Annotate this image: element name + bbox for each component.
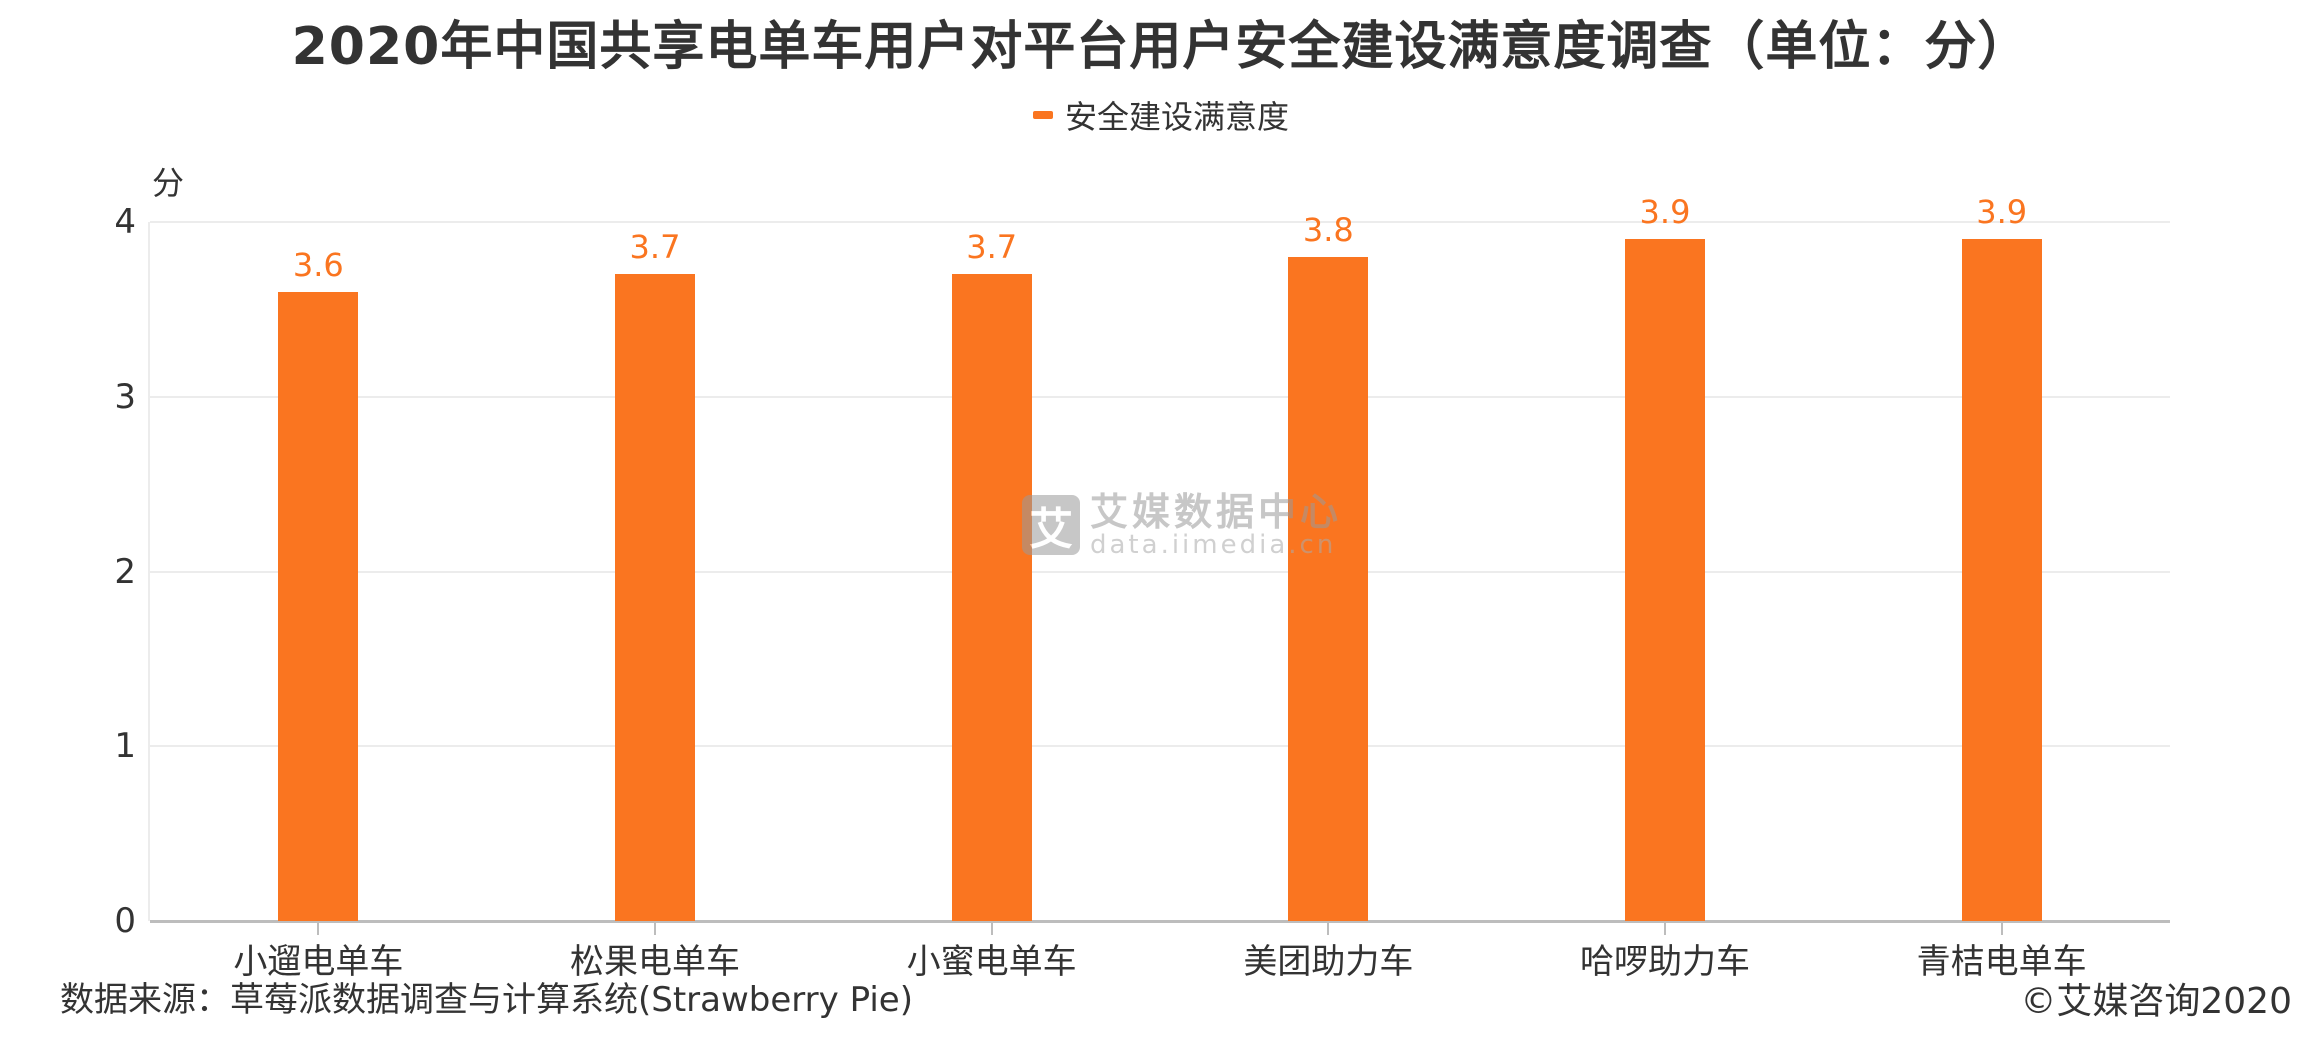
watermark-logo-icon: 艾	[1022, 495, 1080, 555]
watermark-name: 艾媒数据中心	[1090, 490, 1343, 534]
y-tick-label: 0	[114, 901, 136, 941]
bar-value-label: 3.7	[966, 228, 1018, 267]
x-category-label: 哈啰助力车	[1580, 942, 1750, 982]
x-category-label: 小遛电单车	[233, 942, 404, 982]
legend: 安全建设满意度	[0, 92, 2322, 138]
gridline	[150, 221, 2170, 223]
x-tick	[990, 923, 993, 935]
x-category-label: 美团助力车	[1243, 942, 1414, 982]
gridline	[150, 395, 2170, 398]
x-tick	[317, 923, 320, 935]
bar	[1961, 239, 2042, 921]
gridline	[150, 745, 2170, 748]
bar	[1625, 239, 1705, 921]
watermark-url: data.iimedia.cn	[1090, 530, 1337, 560]
copyright: ©艾媒咨询2020	[2020, 981, 2292, 1022]
gridline	[150, 570, 2170, 573]
x-tick	[654, 923, 656, 935]
bar-value-label: 3.9	[1639, 193, 1691, 232]
y-tick-label: 3	[114, 376, 136, 417]
bar	[278, 291, 359, 921]
bar	[615, 274, 695, 921]
y-axis-unit: 分	[152, 164, 185, 202]
x-tick	[1664, 923, 1666, 935]
bar	[1288, 256, 1369, 921]
plot-area: 3.6 3.7 3.7 3.8 3.9 3.9	[148, 193, 2170, 935]
bar-value-label: 3.6	[292, 245, 344, 284]
chart-title: 2020年中国共享电单车用户对平台用户安全建设满意度调查（单位：分）	[291, 17, 2031, 77]
watermark: 艾 艾媒数据中心 data.iimedia.cn	[1022, 492, 1342, 558]
y-tick-label: 1	[114, 726, 136, 767]
x-category-label: 小蜜电单车	[906, 942, 1077, 982]
x-tick	[2000, 923, 2003, 935]
bar-value-label: 3.7	[629, 228, 681, 267]
legend-swatch-icon	[1032, 111, 1053, 119]
legend-label: 安全建设满意度	[1064, 98, 1289, 136]
x-category-label: 青桔电单车	[1916, 942, 2087, 982]
y-axis-line	[148, 222, 150, 921]
bar-value-label: 3.8	[1302, 210, 1354, 249]
x-tick	[1327, 923, 1330, 935]
x-axis-line	[150, 920, 2170, 923]
bar	[951, 274, 1032, 921]
y-tick-label: 4	[114, 202, 136, 242]
x-category-label: 松果电单车	[570, 942, 740, 982]
bar-value-label: 3.9	[1976, 193, 2028, 232]
y-tick-label: 2	[114, 551, 136, 592]
data-source: 数据来源：草莓派数据调查与计算系统(Strawberry Pie)	[60, 980, 913, 1020]
